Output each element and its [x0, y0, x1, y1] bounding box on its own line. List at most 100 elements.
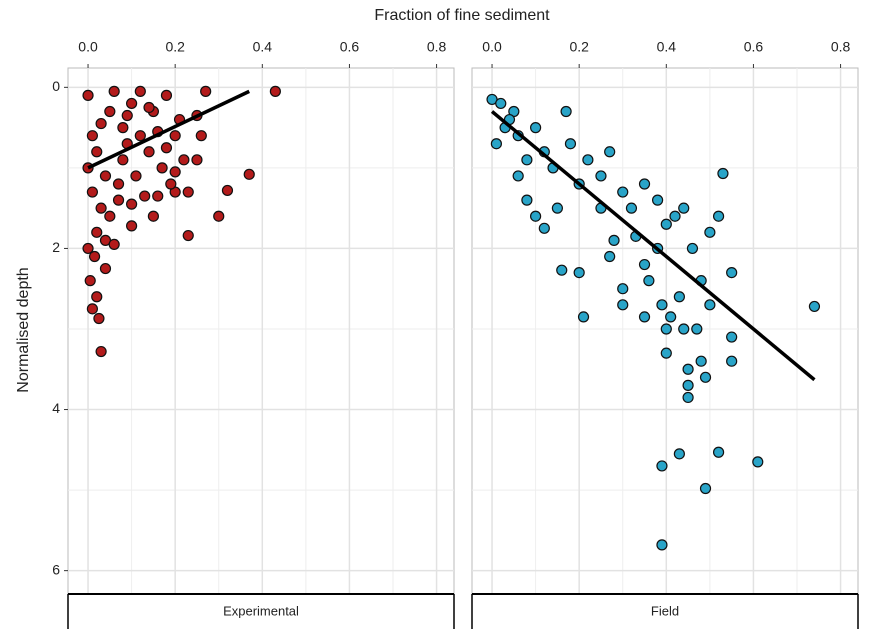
point	[656, 299, 668, 311]
point	[560, 105, 572, 118]
point	[88, 250, 101, 263]
point	[191, 154, 203, 166]
point	[117, 154, 129, 166]
point	[269, 85, 281, 97]
point	[82, 89, 94, 101]
point	[625, 202, 638, 214]
strip	[68, 594, 454, 629]
point	[182, 186, 194, 198]
point	[604, 146, 616, 158]
point	[139, 190, 151, 202]
point	[95, 345, 107, 358]
point	[665, 311, 677, 323]
panel-background	[67, 67, 455, 595]
point	[682, 391, 694, 404]
point	[95, 202, 107, 214]
point	[712, 210, 725, 222]
point	[99, 262, 112, 275]
point	[686, 242, 699, 255]
point	[91, 146, 103, 158]
point	[112, 194, 125, 206]
x-tick-label: 0.6	[744, 39, 764, 55]
point	[638, 311, 651, 323]
x-tick-label: 0.2	[569, 39, 589, 55]
point	[651, 194, 664, 206]
x-tick-label: 0.2	[165, 39, 185, 55]
point	[669, 210, 681, 222]
point	[84, 275, 96, 287]
point	[604, 250, 616, 263]
point	[130, 170, 142, 182]
point	[165, 178, 177, 190]
point	[134, 130, 146, 142]
point	[221, 184, 234, 197]
point	[182, 229, 194, 242]
point	[91, 226, 103, 238]
x-tick-label: 0.0	[78, 39, 98, 55]
point	[143, 101, 155, 114]
x-tick-label: 0.4	[657, 39, 677, 55]
point	[86, 186, 98, 198]
point	[178, 154, 190, 166]
fit-line	[490, 110, 816, 382]
point	[699, 371, 712, 383]
point	[656, 460, 668, 472]
point	[682, 363, 694, 375]
point	[160, 89, 173, 101]
y-tick-label: 2	[52, 239, 60, 255]
point	[121, 109, 133, 122]
point	[213, 210, 225, 222]
y-tick-label: 6	[52, 561, 60, 577]
point	[117, 122, 129, 134]
point	[104, 210, 116, 222]
strip-label: Experimental	[223, 603, 299, 618]
point	[126, 220, 138, 232]
point	[617, 299, 629, 311]
point	[717, 167, 729, 180]
x-tick-label: 0.4	[253, 39, 273, 55]
point	[99, 170, 112, 182]
point	[638, 178, 651, 190]
point	[538, 222, 550, 234]
point	[134, 85, 146, 97]
point	[643, 275, 655, 287]
point	[726, 267, 738, 279]
point	[682, 379, 694, 391]
point	[169, 130, 181, 142]
point	[521, 194, 533, 206]
point	[91, 291, 103, 303]
point	[152, 190, 164, 202]
point	[530, 210, 542, 222]
point	[490, 138, 502, 150]
y-tick-label: 4	[52, 400, 60, 416]
point	[160, 142, 173, 154]
point	[577, 311, 590, 323]
point	[200, 85, 212, 97]
point	[573, 267, 585, 279]
point	[556, 264, 568, 276]
point	[156, 162, 168, 174]
point	[143, 146, 155, 158]
point	[808, 300, 821, 313]
point	[86, 130, 98, 142]
point	[495, 97, 507, 110]
point	[704, 226, 716, 238]
point	[582, 154, 594, 166]
fit-line	[87, 89, 250, 170]
point	[673, 448, 685, 460]
point	[704, 299, 716, 311]
point	[93, 312, 105, 325]
point	[126, 97, 138, 110]
point	[595, 170, 607, 182]
point	[638, 258, 651, 271]
point	[521, 154, 533, 166]
point	[195, 130, 207, 142]
x-tick-label: 0.8	[427, 39, 447, 55]
point	[95, 117, 107, 130]
y-tick-label: 0	[52, 78, 60, 94]
x-tick-label: 0.0	[482, 39, 502, 55]
x-tick-label: 0.8	[831, 39, 851, 55]
point	[112, 178, 125, 190]
point	[243, 168, 255, 180]
